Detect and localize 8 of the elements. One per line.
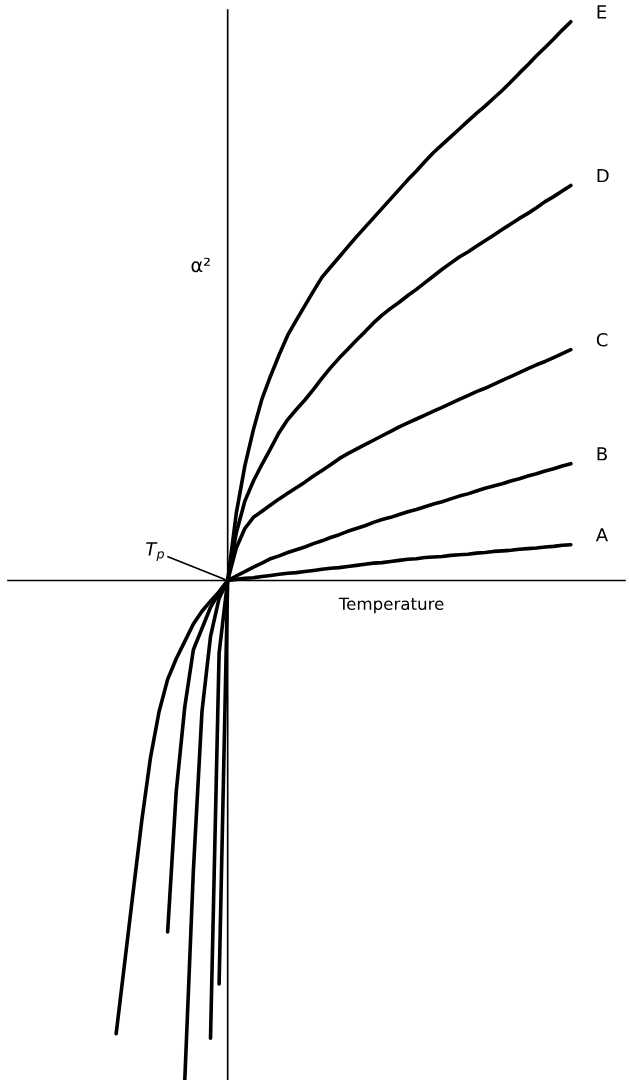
annotation: T$_{p}$ xyxy=(146,542,164,562)
series-label: B xyxy=(597,447,607,461)
x-axis-title: Temperature xyxy=(338,597,444,614)
series-label: A xyxy=(595,528,609,542)
series-label: D xyxy=(597,168,609,183)
series-label: C xyxy=(596,332,608,347)
y-axis-title: α² xyxy=(191,257,210,273)
series-label: E xyxy=(597,5,607,19)
